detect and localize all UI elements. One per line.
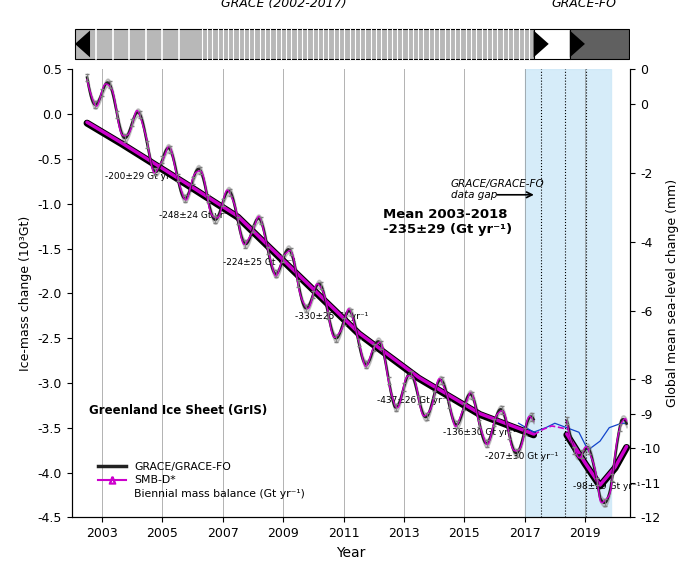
Text: -136±30 Gt yr⁻¹: -136±30 Gt yr⁻¹ bbox=[443, 428, 516, 437]
Text: -437±26 Gt yr⁻¹: -437±26 Gt yr⁻¹ bbox=[377, 397, 450, 405]
Bar bbox=[534, 29, 570, 59]
Text: -248±24 Gt yr⁻¹: -248±24 Gt yr⁻¹ bbox=[160, 211, 232, 220]
Text: Mean 2003-2018
-235±29 (Gt yr⁻¹): Mean 2003-2018 -235±29 (Gt yr⁻¹) bbox=[383, 208, 512, 236]
Text: -98±29 Gt yr⁻¹: -98±29 Gt yr⁻¹ bbox=[573, 483, 640, 491]
Polygon shape bbox=[75, 31, 90, 57]
Bar bbox=[75, 29, 534, 59]
Text: Greenland Ice Sheet (GrIS): Greenland Ice Sheet (GrIS) bbox=[88, 403, 267, 417]
X-axis label: Year: Year bbox=[336, 546, 366, 560]
Polygon shape bbox=[534, 31, 549, 57]
Polygon shape bbox=[570, 31, 585, 57]
Y-axis label: Ice-mass change (10³Gt): Ice-mass change (10³Gt) bbox=[19, 216, 32, 371]
Legend: GRACE/GRACE-FO, SMB-D*, Biennial mass balance (Gt yr⁻¹): GRACE/GRACE-FO, SMB-D*, Biennial mass ba… bbox=[94, 458, 310, 503]
Text: GRACE/GRACE-FO
data gap: GRACE/GRACE-FO data gap bbox=[451, 179, 545, 200]
Bar bbox=[570, 29, 629, 59]
Y-axis label: Global mean sea-level change (mm): Global mean sea-level change (mm) bbox=[666, 179, 679, 407]
Text: -330±25 Gt yr⁻¹: -330±25 Gt yr⁻¹ bbox=[295, 312, 369, 321]
Text: -207±30 Gt yr⁻¹: -207±30 Gt yr⁻¹ bbox=[486, 452, 558, 461]
Bar bbox=[525, 69, 610, 517]
Text: -224±25 Gt yr⁻¹: -224±25 Gt yr⁻¹ bbox=[223, 258, 296, 268]
Text: -200±29 Gt yr⁻¹: -200±29 Gt yr⁻¹ bbox=[105, 172, 178, 181]
Text: GRACE-FO: GRACE-FO bbox=[551, 0, 616, 10]
Text: GRACE (2002-2017): GRACE (2002-2017) bbox=[221, 0, 347, 10]
